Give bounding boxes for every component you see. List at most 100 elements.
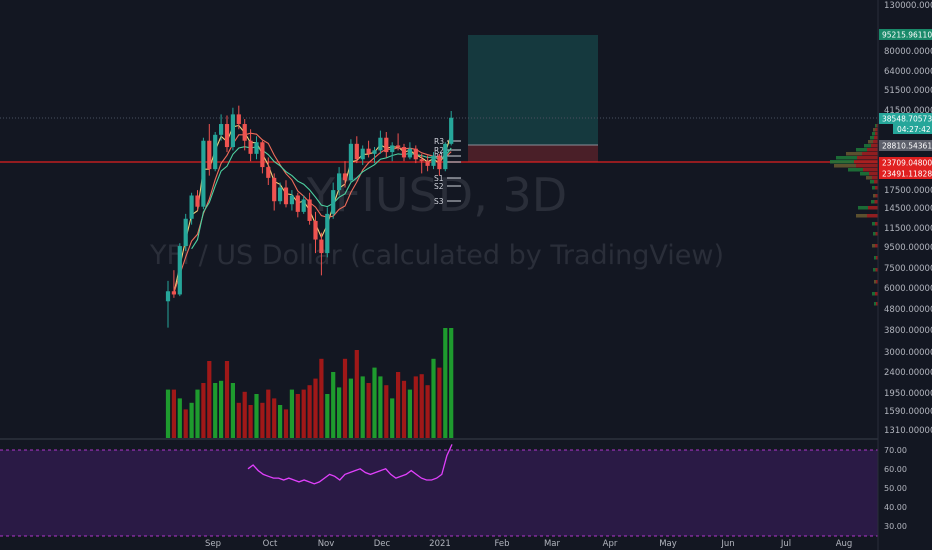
volume-bar bbox=[331, 372, 336, 438]
rsi-line bbox=[247, 444, 453, 485]
price-tick: 41500.00000 bbox=[884, 106, 932, 116]
candle bbox=[230, 107, 235, 151]
volume-bar bbox=[425, 385, 430, 438]
month-label: Aug bbox=[836, 539, 853, 549]
candle bbox=[272, 173, 277, 211]
month-label: 2021 bbox=[429, 539, 451, 549]
month-label: Jul bbox=[780, 539, 791, 549]
month-label: Jun bbox=[720, 539, 734, 549]
candle bbox=[443, 142, 448, 172]
volume-bar bbox=[195, 389, 200, 438]
candle bbox=[301, 195, 306, 214]
resistance-a-badge-text: 23709.04800 bbox=[882, 159, 932, 168]
candle bbox=[278, 182, 283, 205]
target-badge-text: 95215.96110 bbox=[882, 31, 932, 40]
candle bbox=[295, 192, 300, 218]
time-axis[interactable]: Sep Oct Nov Dec 2021 Feb Mar Apr May Jun… bbox=[205, 539, 852, 549]
volume-bar bbox=[325, 394, 330, 438]
volume-bar bbox=[419, 374, 424, 438]
candle bbox=[390, 142, 395, 162]
price-tick: 6000.00000 bbox=[884, 284, 932, 294]
candle bbox=[401, 143, 407, 162]
price-tick: 9500.00000 bbox=[884, 243, 932, 253]
volume-bar bbox=[171, 389, 176, 438]
rsi-tick: 40.00 bbox=[884, 503, 907, 512]
volume-bar bbox=[183, 409, 188, 438]
candle bbox=[171, 270, 176, 298]
volume-bar bbox=[242, 391, 247, 438]
candle bbox=[248, 129, 253, 162]
rsi-tick: 70.00 bbox=[884, 446, 907, 455]
pivot-s3-label: S3 bbox=[434, 197, 444, 206]
candle bbox=[425, 155, 430, 172]
volume-bar bbox=[319, 358, 324, 438]
candle bbox=[437, 153, 442, 176]
volume-bar bbox=[278, 405, 283, 438]
volume-bar bbox=[272, 398, 277, 438]
stop-badge: 28810.54361 bbox=[879, 140, 932, 151]
rsi-band bbox=[0, 450, 878, 536]
volume-bar bbox=[260, 402, 265, 438]
candle bbox=[378, 130, 383, 154]
volume-bar bbox=[313, 378, 318, 438]
candle bbox=[313, 211, 318, 254]
volume-bar bbox=[372, 367, 377, 438]
volume-bar bbox=[189, 402, 194, 438]
volume-bar bbox=[378, 376, 383, 438]
price-tick: 51500.00000 bbox=[884, 86, 932, 96]
candle bbox=[384, 131, 389, 158]
price-tick: 1950.00000 bbox=[884, 389, 932, 399]
stop-zone[interactable] bbox=[468, 145, 598, 162]
price-axis[interactable]: 130000.00000 80000.00000 64000.00000 515… bbox=[884, 1, 932, 436]
volume-bar bbox=[431, 358, 436, 438]
candle bbox=[213, 131, 218, 172]
volume-bar bbox=[449, 328, 454, 438]
candle bbox=[177, 243, 182, 297]
volume-bar bbox=[248, 405, 253, 438]
candle bbox=[348, 139, 353, 183]
volume-bar bbox=[384, 385, 389, 438]
volume-bar bbox=[219, 380, 224, 438]
candle bbox=[342, 161, 348, 188]
candle bbox=[266, 157, 271, 186]
volume-bar bbox=[437, 367, 442, 438]
candle bbox=[283, 180, 289, 208]
target-badge: 95215.96110 bbox=[879, 29, 932, 40]
rsi-axis[interactable]: 70.00 60.00 50.00 40.00 30.00 bbox=[884, 446, 907, 531]
candle bbox=[201, 137, 206, 210]
price-tick: 17500.00000 bbox=[884, 186, 932, 196]
price-tick: 130000.00000 bbox=[884, 1, 932, 11]
candle bbox=[449, 111, 454, 146]
candle bbox=[431, 152, 436, 170]
volume-bar bbox=[407, 389, 412, 438]
price-tick: 4800.00000 bbox=[884, 305, 932, 315]
candle bbox=[396, 133, 401, 151]
month-label: Mar bbox=[544, 539, 561, 549]
volume-bar bbox=[307, 385, 312, 438]
target-zone[interactable] bbox=[468, 35, 598, 145]
countdown-badge-text: 04:27:42 bbox=[897, 125, 931, 134]
rsi-tick: 60.00 bbox=[884, 465, 907, 474]
candle bbox=[360, 145, 365, 166]
volume-bar bbox=[230, 383, 235, 438]
price-tick: 11500.00000 bbox=[884, 224, 932, 234]
volume-bar bbox=[236, 402, 241, 438]
volume-bar bbox=[337, 387, 342, 438]
candle bbox=[331, 182, 336, 219]
volume-bar bbox=[354, 350, 359, 438]
candle bbox=[289, 190, 294, 211]
month-label: Nov bbox=[318, 539, 335, 549]
price-tick: 1310.00000 bbox=[884, 426, 932, 436]
volume-bar bbox=[254, 394, 259, 438]
volume-profile bbox=[830, 124, 878, 306]
candle bbox=[372, 147, 377, 164]
candle bbox=[195, 190, 200, 211]
candle bbox=[325, 207, 330, 258]
month-label: Apr bbox=[603, 539, 618, 549]
candle bbox=[242, 119, 247, 151]
volume-bar bbox=[266, 389, 271, 438]
volume-bar bbox=[289, 389, 294, 438]
countdown-badge: 04:27:42 bbox=[893, 124, 932, 134]
pivot-r2-label: R2 bbox=[434, 146, 444, 155]
